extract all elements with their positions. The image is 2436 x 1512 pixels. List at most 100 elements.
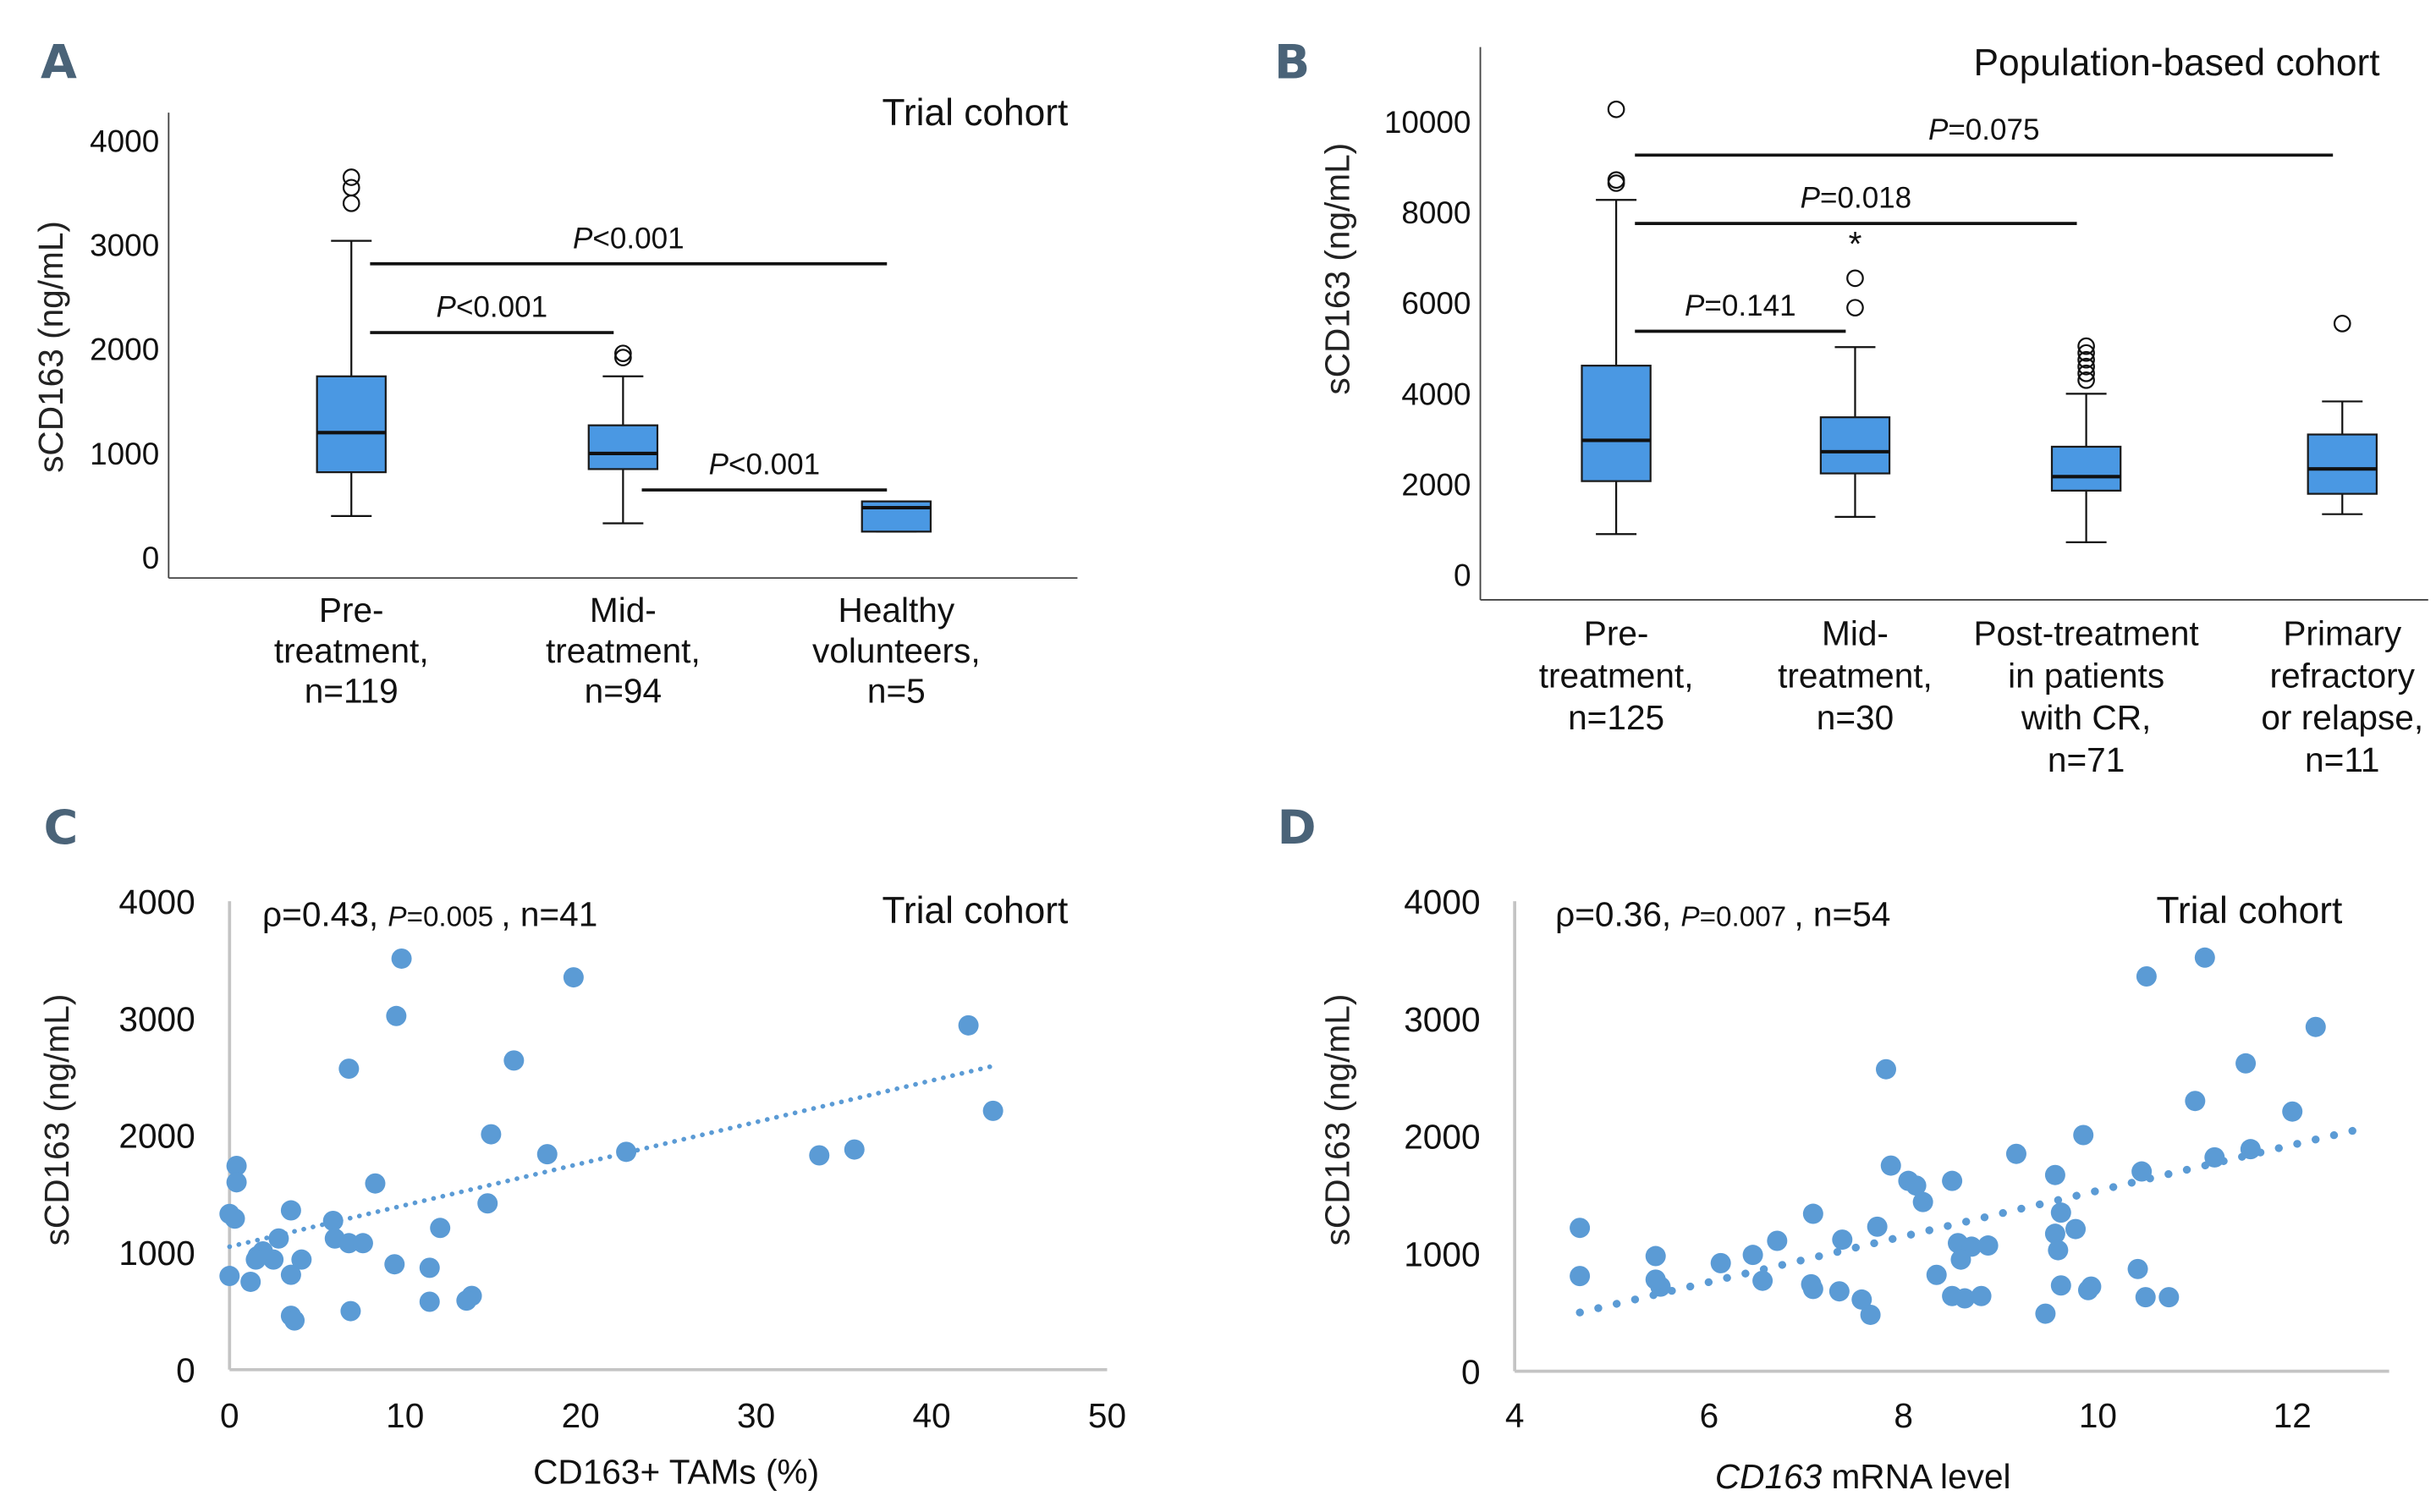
y-tick-label: 2000: [1404, 1118, 1480, 1157]
data-point: [2044, 1164, 2065, 1185]
data-point: [1710, 1252, 1731, 1273]
data-point: [384, 1254, 405, 1275]
data-point: [1876, 1058, 1896, 1080]
x-tick-label: 30: [737, 1396, 775, 1435]
iqr-box: [1819, 416, 1891, 475]
cohort-title: Population-based cohort: [1974, 42, 2380, 84]
panel-c: C 0 1000 2000 3000 4000 0 10 20 30 40 50 sCD163 (ng…: [37, 801, 1126, 1492]
outlier-point: [342, 168, 360, 186]
panel-b-plot: 0 2000 4000 6000 8000 10000 sCD163 (ng/mL) Popu…: [1318, 42, 2428, 779]
outlier-point: [614, 344, 632, 363]
data-point: [340, 1300, 361, 1322]
category-label: refractory: [2270, 656, 2416, 695]
p-symbol: P: [437, 291, 457, 324]
data-point: [2240, 1139, 2261, 1160]
data-point: [1742, 1245, 1763, 1266]
correlation-stats: ρ=0.36, P=0.007 , n=54: [1555, 895, 1890, 934]
data-point: [1971, 1285, 1992, 1306]
y-tick-label: 4000: [1401, 377, 1471, 411]
category-label: treatment,: [274, 631, 429, 670]
p-symbol: P: [1681, 902, 1700, 933]
data-point: [1752, 1270, 1773, 1291]
x-tick-label: 50: [1088, 1396, 1126, 1435]
data-point: [1832, 1229, 1853, 1251]
trend-line: [1575, 1126, 2359, 1317]
panel-label-b: B: [1274, 36, 1310, 91]
panel-c-plot: 0 1000 2000 3000 4000 0 10 20 30 40 50 sCD163 (ng/m…: [37, 882, 1126, 1492]
y-tick-label: 10000: [1384, 105, 1471, 140]
y-axis-label: sCD163 (ng/mL): [31, 221, 70, 473]
category-label: n=94: [585, 672, 662, 711]
outlier-point: [1607, 171, 1625, 190]
panel-label-c: C: [44, 801, 79, 855]
box-group: [2307, 315, 2378, 515]
data-point: [245, 1249, 267, 1270]
p-symbol: P: [573, 222, 593, 255]
data-point: [503, 1050, 525, 1071]
data-point: [2035, 1303, 2056, 1324]
p-value-label: P=0.141: [1685, 289, 1796, 322]
data-point: [1767, 1230, 1788, 1251]
data-point: [291, 1249, 312, 1270]
data-point: [219, 1266, 240, 1287]
data-point: [2136, 966, 2157, 987]
outlier-point: [2077, 350, 2095, 369]
iqr-box: [316, 375, 387, 474]
p-value-label: P=0.018: [1801, 182, 1912, 215]
data-point: [1867, 1216, 1888, 1237]
panel-a-plot: 0 1000 2000 3000 4000 sCD163 (ng/mL) Trial coh…: [31, 92, 1078, 711]
y-tick-label: 1000: [118, 1234, 195, 1273]
data-point: [338, 1058, 360, 1080]
data-point: [2158, 1287, 2180, 1308]
category-label: treatment,: [1539, 656, 1694, 695]
data-point: [844, 1139, 865, 1160]
p-value: =0.007: [1700, 902, 1795, 933]
y-tick-label: 0: [1454, 558, 1471, 592]
data-point: [2050, 1275, 2071, 1296]
box-group: *: [1819, 224, 1891, 519]
category-label: volunteers,: [812, 631, 981, 670]
data-point: [322, 1211, 344, 1231]
category-label: n=125: [1568, 698, 1664, 737]
category-label: or relapse,: [2261, 698, 2423, 737]
y-tick-label: 4000: [90, 124, 159, 158]
category-label: Healthy: [839, 591, 955, 630]
data-point: [1926, 1264, 1947, 1285]
outlier-point: [342, 194, 360, 212]
data-point: [2194, 947, 2215, 968]
data-point: [1880, 1155, 1901, 1176]
cohort-title: Trial cohort: [883, 92, 1069, 134]
x-tick-label: 6: [1700, 1396, 1719, 1435]
data-point: [982, 1100, 1004, 1121]
data-point: [1645, 1269, 1666, 1290]
box-group: [587, 344, 659, 525]
data-point: [1828, 1281, 1850, 1302]
category-label: in patients: [2008, 656, 2164, 695]
category-label: n=71: [2048, 740, 2125, 779]
x-axis-label-rest: mRNA level: [1822, 1457, 2010, 1496]
data-point: [1802, 1278, 1823, 1300]
category-label: Pre-: [319, 591, 384, 630]
p-value: <0.001: [592, 222, 684, 255]
data-point: [226, 1172, 247, 1193]
data-point: [2044, 1223, 2065, 1245]
data-point: [263, 1249, 284, 1270]
y-tick-label: 4000: [118, 882, 195, 921]
p-value: <0.001: [729, 448, 820, 481]
iqr-box: [861, 500, 932, 533]
category-label: with CR,: [2021, 698, 2151, 737]
extreme-outlier-star: *: [1849, 224, 1862, 263]
y-tick-label: 2000: [1401, 467, 1471, 502]
box-group: [316, 168, 387, 517]
y-tick-label: 2000: [90, 333, 159, 367]
gene-name: CD163: [1715, 1457, 1823, 1496]
y-tick-label: 4000: [1404, 882, 1480, 921]
data-point: [1950, 1249, 1971, 1270]
outlier-point: [1846, 299, 1864, 316]
category-label: Mid-: [590, 591, 657, 630]
data-point: [280, 1200, 301, 1221]
rho-value: ρ=0.43,: [262, 895, 388, 934]
y-tick-label: 0: [176, 1351, 195, 1390]
data-point: [2048, 1240, 2069, 1261]
